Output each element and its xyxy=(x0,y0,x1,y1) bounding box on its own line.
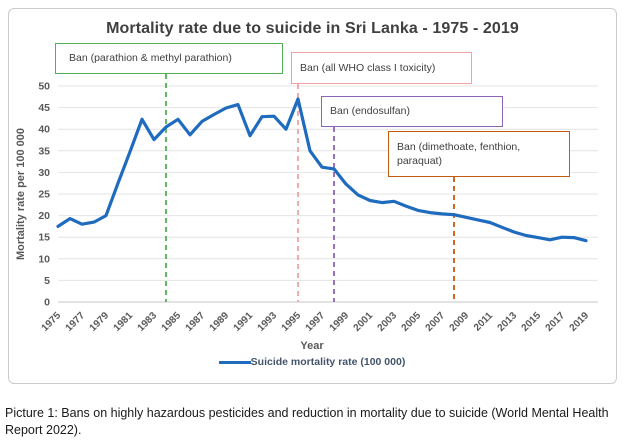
x-tick-label: 2005 xyxy=(400,310,424,334)
x-tick-label: 2013 xyxy=(496,310,520,334)
x-tick-label: 1989 xyxy=(208,310,232,334)
y-axis-title: Mortality rate per 100 000 xyxy=(15,127,27,261)
ban-annotation-who-class-1: Ban (all WHO class I toxicity) xyxy=(291,52,472,84)
ban-annotation-label: Ban (dimethoate, fenthion, paraquat) xyxy=(397,140,521,167)
x-axis-title: Year xyxy=(300,340,324,352)
ban-annotation-parathion: Ban (parathion & methyl parathion) xyxy=(55,43,283,74)
y-tick-label: 30 xyxy=(38,167,50,179)
chart-title: Mortality rate due to suicide in Sri Lan… xyxy=(106,20,519,37)
x-tick-label: 2007 xyxy=(424,310,448,334)
ban-annotation-label: Ban (parathion & methyl parathion) xyxy=(69,52,232,65)
y-tick-label: 20 xyxy=(38,210,50,222)
y-tick-label: 0 xyxy=(44,297,50,309)
x-tick-label: 1975 xyxy=(40,310,64,334)
x-tick-label: 1995 xyxy=(280,310,304,334)
y-tick-label: 35 xyxy=(38,145,50,157)
y-tick-label: 40 xyxy=(38,124,50,136)
y-tick-label: 25 xyxy=(38,189,50,201)
y-tick-label: 15 xyxy=(38,232,50,244)
x-tick-label: 2011 xyxy=(472,310,495,333)
x-tick-label: 2015 xyxy=(520,310,544,334)
y-tick-label: 45 xyxy=(38,102,50,114)
x-tick-label: 1999 xyxy=(328,310,352,334)
x-tick-label: 2001 xyxy=(352,310,376,334)
x-tick-label: 1977 xyxy=(64,310,88,334)
y-tick-label: 5 xyxy=(44,275,50,287)
x-tick-label: 1981 xyxy=(112,310,136,334)
ban-annotation-label: Ban (all WHO class I toxicity) xyxy=(300,61,436,74)
x-tick-label: 1983 xyxy=(136,310,160,334)
legend-series-label: Suicide mortality rate (100 000) xyxy=(250,356,406,368)
x-tick-label: 1991 xyxy=(232,310,256,334)
x-tick-label: 2009 xyxy=(448,310,472,334)
y-tick-label: 50 xyxy=(38,81,50,93)
x-tick-label: 1997 xyxy=(304,310,328,334)
series-line xyxy=(56,97,588,243)
figure-caption: Picture 1: Bans on highly hazardous pest… xyxy=(5,405,609,438)
legend: Suicide mortality rate (100 000) xyxy=(0,356,624,368)
x-tick-label: 1985 xyxy=(160,310,184,334)
x-tick-label: 1979 xyxy=(88,310,112,334)
x-tick-label: 2003 xyxy=(376,310,400,334)
ban-annotation-endosulfan: Ban (endosulfan) xyxy=(321,96,503,127)
x-tick-label: 1987 xyxy=(184,310,208,334)
legend-line-marker xyxy=(218,360,251,364)
x-tick-label: 2019 xyxy=(568,310,592,334)
x-tick-label: 1993 xyxy=(256,310,280,334)
x-tick-label: 2017 xyxy=(544,310,568,334)
ban-annotation-dimethoate: Ban (dimethoate, fenthion, paraquat) xyxy=(388,131,570,177)
y-tick-label: 10 xyxy=(38,253,50,265)
ban-annotation-label: Ban (endosulfan) xyxy=(330,105,410,118)
